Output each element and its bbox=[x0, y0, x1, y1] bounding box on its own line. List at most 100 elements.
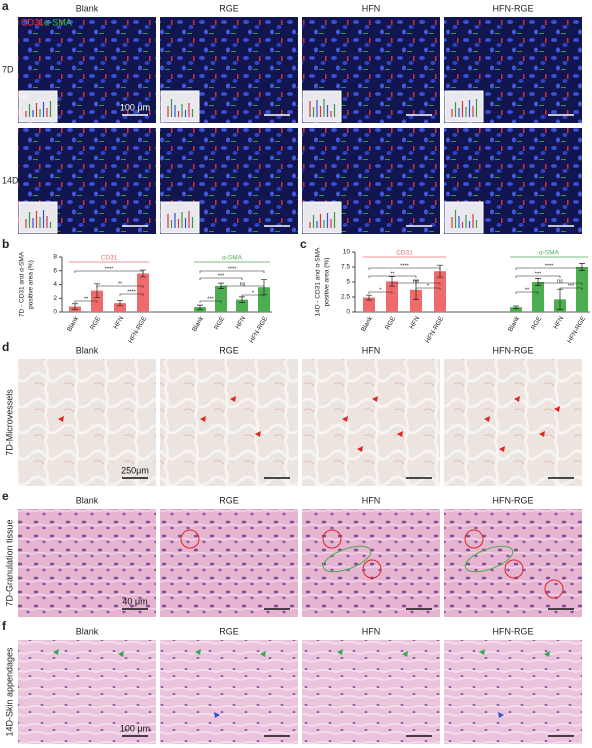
significance-label: *** bbox=[207, 296, 214, 302]
row-label: 7D bbox=[2, 64, 14, 74]
column-header: Blank bbox=[76, 3, 99, 13]
inset-3d bbox=[444, 90, 484, 123]
significance-bracket bbox=[241, 294, 265, 297]
significance-label: ns bbox=[413, 278, 419, 284]
row-label: 7D-Microvessels bbox=[4, 389, 14, 456]
significance-label: *** bbox=[568, 283, 575, 289]
error-bar bbox=[197, 304, 203, 310]
significance-bracket bbox=[391, 282, 441, 285]
significance-bracket bbox=[515, 267, 583, 270]
x-tick-label: HFN bbox=[112, 315, 125, 330]
epidermis-arrow bbox=[195, 649, 201, 655]
y-tick-label: 0 bbox=[53, 309, 57, 316]
bar-chart: 0 2.5 5 7.5 10 14D - CD31 and α-SMA positive a… bbox=[315, 247, 590, 345]
arrowhead bbox=[357, 446, 363, 452]
significance-bracket bbox=[537, 282, 583, 285]
micrograph bbox=[302, 509, 440, 617]
micrograph bbox=[18, 359, 156, 486]
column-header: Blank bbox=[76, 345, 99, 355]
micrograph bbox=[444, 640, 582, 744]
inset-3d bbox=[160, 201, 200, 234]
panel-label: e bbox=[2, 489, 9, 503]
significance-bracket bbox=[74, 270, 144, 273]
bar-chart: 0 2 4 6 8 7D - CD31 and α-SMA positive area (%… bbox=[19, 251, 272, 345]
significance-label: ns bbox=[240, 281, 246, 287]
epidermis-arrow bbox=[337, 649, 343, 655]
scale-label: 100 μm bbox=[120, 723, 150, 733]
inset-3d bbox=[444, 201, 484, 234]
group-label: α-SMA bbox=[539, 250, 560, 257]
significance-bracket bbox=[74, 300, 98, 303]
arrowhead bbox=[342, 416, 348, 422]
column-header: HFN bbox=[362, 345, 381, 355]
significance-label: ** bbox=[84, 296, 89, 302]
significance-label: ** bbox=[390, 271, 395, 277]
epidermis-arrow bbox=[53, 649, 59, 655]
bar bbox=[532, 282, 544, 312]
x-tick-label: Blank bbox=[66, 315, 81, 333]
micrograph bbox=[160, 359, 298, 486]
row-label: 14D bbox=[2, 175, 19, 185]
y-tick-label: 2.5 bbox=[341, 294, 350, 301]
x-tick-label: RGE bbox=[213, 315, 226, 331]
x-tick-label: HFN bbox=[234, 315, 247, 330]
y-tick-label: 0 bbox=[346, 309, 350, 316]
bar bbox=[363, 297, 375, 312]
significance-label: **** bbox=[400, 263, 409, 269]
stain-label: α-SMA bbox=[44, 17, 72, 27]
x-tick-label: Blank bbox=[191, 315, 206, 333]
x-tick-label: HFN bbox=[552, 315, 565, 330]
stain-label: CD31 bbox=[21, 17, 44, 27]
error-bar bbox=[437, 264, 443, 278]
y-tick-label: 5 bbox=[346, 279, 350, 286]
significance-label: *** bbox=[218, 273, 225, 279]
highlight-circle bbox=[180, 529, 200, 549]
significance-label: ** bbox=[118, 281, 123, 287]
vessel-outline bbox=[322, 545, 372, 573]
significance-bracket bbox=[220, 285, 265, 288]
micrograph bbox=[18, 640, 156, 744]
x-tick-label: HFN-RGE bbox=[127, 315, 148, 345]
epidermis-arrow bbox=[479, 649, 485, 655]
group-label: CD31 bbox=[101, 255, 118, 262]
micrograph bbox=[302, 359, 440, 486]
significance-bracket bbox=[368, 291, 393, 294]
y-tick-label: 4 bbox=[53, 281, 57, 288]
significance-label: * bbox=[252, 290, 255, 296]
bar bbox=[114, 303, 126, 312]
y-tick-label: 10 bbox=[343, 249, 351, 256]
column-header: RGE bbox=[219, 3, 239, 13]
arrowhead bbox=[539, 431, 545, 437]
significance-label: * bbox=[427, 283, 430, 289]
significance-label: * bbox=[379, 287, 382, 293]
column-header: HFN bbox=[362, 495, 381, 505]
arrowhead bbox=[514, 396, 520, 402]
x-tick-label: HFN-RGE bbox=[424, 315, 445, 345]
arrowhead bbox=[554, 406, 560, 412]
highlight-circle bbox=[322, 529, 342, 549]
column-header: HFN-RGE bbox=[493, 345, 534, 355]
significance-bracket bbox=[119, 293, 144, 296]
y-axis-label: 7D - CD31 and α-SMA bbox=[19, 251, 26, 317]
x-tick-label: Blank bbox=[360, 315, 375, 333]
column-header: RGE bbox=[219, 626, 239, 636]
arrowhead bbox=[58, 416, 64, 422]
micrograph bbox=[160, 640, 298, 744]
significance-bracket bbox=[199, 277, 243, 280]
micrograph bbox=[302, 640, 440, 744]
y-tick-label: 8 bbox=[53, 254, 57, 261]
column-header: RGE bbox=[219, 495, 239, 505]
bar bbox=[137, 273, 149, 312]
micrograph bbox=[18, 509, 156, 617]
bar bbox=[386, 281, 398, 312]
scale-label: 40 μm bbox=[122, 596, 147, 606]
bar bbox=[215, 285, 227, 312]
arrowhead bbox=[372, 396, 378, 402]
x-tick-label: HFN-RGE bbox=[248, 315, 269, 345]
inset-3d bbox=[302, 90, 342, 123]
x-tick-label: HFN bbox=[408, 315, 421, 330]
error-bar bbox=[72, 303, 78, 310]
column-header: RGE bbox=[219, 345, 239, 355]
inset-3d bbox=[302, 201, 342, 234]
panel-label: b bbox=[2, 237, 9, 251]
